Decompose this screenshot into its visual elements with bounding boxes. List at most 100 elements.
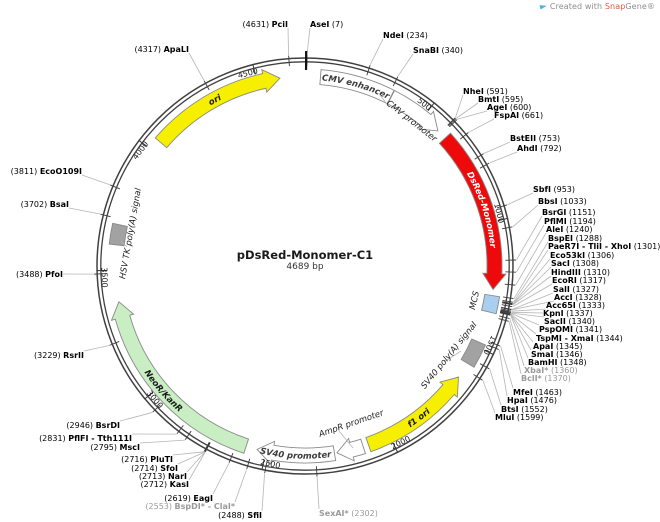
site-leader-line [68, 207, 101, 215]
site-tick [447, 117, 456, 126]
restriction-site-label: PflMI (1194) [544, 217, 596, 226]
position-tick-label: 2500 [259, 457, 281, 470]
site-leader-line [188, 52, 205, 81]
site-leader-line [489, 368, 502, 406]
site-tick [109, 340, 120, 346]
site-leader-line [498, 349, 508, 397]
restriction-site-label: NdeI (234) [383, 31, 428, 40]
site-leader-line [188, 452, 206, 481]
site-tick [502, 301, 513, 305]
position-tick-label: 3500 [100, 267, 109, 288]
restriction-site-label: (2553) BspDI* - ClaI* [145, 502, 235, 511]
site-tick [449, 119, 458, 128]
site-leader-line [212, 463, 230, 495]
restriction-site-label: SnaBI (340) [413, 46, 463, 55]
site-tick [499, 315, 510, 319]
site-leader-line [511, 308, 547, 312]
plasmid-backbone-outer [96, 57, 514, 475]
site-leader-line [177, 451, 205, 465]
restriction-site-label: (2831) PflFI - Tth111I [39, 434, 132, 443]
restriction-site-label: (2946) BsrDI [66, 421, 120, 430]
site-tick [479, 363, 490, 370]
site-leader-line [512, 258, 551, 304]
snapgene-logo-icon: ► [538, 1, 548, 13]
site-tick [500, 309, 511, 313]
restriction-site-label: HpaI (1476) [507, 396, 557, 405]
snapgene-watermark: ► Created with SnapGene® [538, 1, 655, 13]
site-leader-line [489, 151, 518, 164]
position-tick [261, 459, 265, 471]
site-tick [315, 466, 318, 477]
site-leader-line [511, 312, 545, 318]
restriction-site-label: (2714) SfoI [131, 464, 178, 473]
site-tick [501, 307, 512, 311]
site-leader-line [516, 215, 543, 261]
plasmid-title-block: pDsRed-Monomer-C1 4689 bp [237, 249, 373, 273]
site-tick [498, 318, 509, 322]
site-tick [152, 404, 161, 413]
ampr-promoter-feature [336, 437, 366, 462]
position-tick-label: 4000 [131, 140, 150, 162]
site-tick [246, 458, 251, 469]
restriction-site-label: PaeR7I - TliI - XhoI (1301) [548, 242, 660, 251]
site-leader-line [83, 345, 110, 352]
site-leader-line [456, 102, 479, 119]
restriction-site-label: BtsI (1552) [501, 405, 548, 414]
site-leader-line [510, 314, 534, 343]
restriction-site-label: (4631) PciI [243, 20, 289, 29]
mcs-feature [481, 293, 501, 315]
restriction-site-label: PspOMI (1341) [539, 325, 602, 334]
position-tick [427, 102, 435, 112]
site-tick [204, 442, 211, 452]
site-tick [100, 213, 111, 218]
site-leader-line [261, 473, 265, 512]
plasmid-name: pDsRed-Monomer-C1 [236, 248, 374, 262]
restriction-site-label: SmaI (1346) [531, 350, 583, 359]
site-tick [501, 226, 513, 230]
site-leader-line [500, 346, 514, 389]
restriction-site-label: (2716) PluTI [121, 455, 173, 464]
f1-ori-feature [365, 376, 459, 453]
site-leader-line [457, 110, 488, 120]
ampr-promoter-label-leader [338, 430, 354, 449]
site-tick [502, 301, 513, 305]
restriction-site-label: MfeI (1463) [513, 388, 562, 397]
restriction-site-label: KpnI (1337) [543, 309, 593, 318]
site-leader-line [513, 249, 549, 303]
restriction-site-label: BmtI (595) [478, 95, 523, 104]
site-tick [176, 425, 184, 435]
restriction-site-label: (2795) MscI [90, 443, 140, 452]
mcs-label: MCS [468, 290, 482, 311]
site-tick [499, 312, 511, 316]
sv40-polya-feature [460, 338, 487, 368]
position-tick [252, 63, 256, 75]
position-tick [144, 392, 153, 400]
site-leader-line [512, 204, 539, 228]
site-leader-line [172, 451, 205, 456]
restriction-site-label: AccI (1328) [554, 293, 602, 302]
site-tick [392, 76, 399, 87]
site-leader-line [186, 451, 206, 473]
neor-kanr-feature [110, 301, 250, 454]
restriction-site-label: SalI (1327) [553, 285, 599, 294]
restriction-site-label: (2712) KasI [141, 480, 190, 489]
site-leader-line [510, 314, 532, 351]
sv40-polya-label-leader [443, 350, 462, 363]
site-tick [228, 452, 234, 464]
site-tick [501, 304, 513, 308]
ori-feature [154, 68, 281, 149]
restriction-site-label: SacII (1340) [544, 317, 595, 326]
restriction-site-label: AleI (1240) [546, 225, 593, 234]
restriction-site-label: (3702) BsaI [21, 200, 69, 209]
site-leader-line [511, 311, 544, 314]
site-leader-line [515, 232, 547, 286]
site-leader-line [234, 469, 248, 503]
position-tick [138, 139, 148, 147]
site-tick [288, 55, 290, 67]
restriction-site-label: MluI (1599) [495, 413, 544, 422]
position-tick [497, 217, 509, 222]
leader-lines-group [62, 27, 555, 512]
cmv-promoter-label-leader [379, 94, 390, 108]
plasmid-size: 4689 bp [286, 262, 324, 272]
